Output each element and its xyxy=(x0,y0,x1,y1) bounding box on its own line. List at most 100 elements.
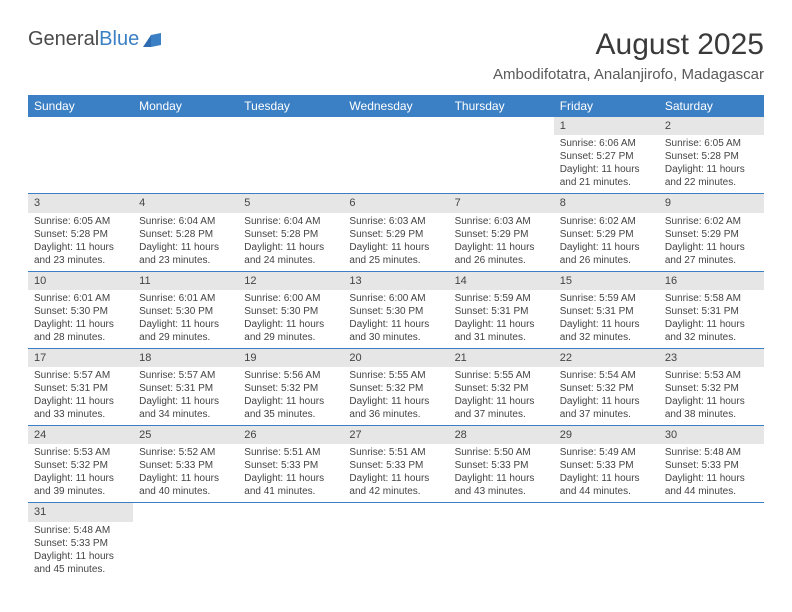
calendar-day-cell: 3Sunrise: 6:05 AMSunset: 5:28 PMDaylight… xyxy=(28,194,133,271)
day-body: Sunrise: 5:58 AMSunset: 5:31 PMDaylight:… xyxy=(659,290,764,348)
day-body: Sunrise: 6:03 AMSunset: 5:29 PMDaylight:… xyxy=(449,213,554,271)
calendar-day-cell: 4Sunrise: 6:04 AMSunset: 5:28 PMDaylight… xyxy=(133,194,238,271)
weekday-header: Monday xyxy=(133,95,238,117)
day-number: 16 xyxy=(659,272,764,290)
daylight-text: Daylight: 11 hours and 32 minutes. xyxy=(560,318,653,344)
calendar-day-cell: 12Sunrise: 6:00 AMSunset: 5:30 PMDayligh… xyxy=(238,271,343,348)
calendar-day-cell xyxy=(133,503,238,580)
day-body: Sunrise: 5:53 AMSunset: 5:32 PMDaylight:… xyxy=(659,367,764,425)
daylight-text: Daylight: 11 hours and 25 minutes. xyxy=(349,241,442,267)
day-body: Sunrise: 5:55 AMSunset: 5:32 PMDaylight:… xyxy=(343,367,448,425)
day-body: Sunrise: 5:52 AMSunset: 5:33 PMDaylight:… xyxy=(133,444,238,502)
day-number: 13 xyxy=(343,272,448,290)
calendar-day-cell: 9Sunrise: 6:02 AMSunset: 5:29 PMDaylight… xyxy=(659,194,764,271)
sunset-text: Sunset: 5:33 PM xyxy=(34,537,127,550)
calendar-week-row: 1Sunrise: 6:06 AMSunset: 5:27 PMDaylight… xyxy=(28,117,764,194)
calendar-day-cell: 30Sunrise: 5:48 AMSunset: 5:33 PMDayligh… xyxy=(659,426,764,503)
daylight-text: Daylight: 11 hours and 44 minutes. xyxy=(665,472,758,498)
calendar-day-cell: 27Sunrise: 5:51 AMSunset: 5:33 PMDayligh… xyxy=(343,426,448,503)
day-body xyxy=(238,507,343,559)
sunrise-text: Sunrise: 6:01 AM xyxy=(34,292,127,305)
day-body: Sunrise: 5:59 AMSunset: 5:31 PMDaylight:… xyxy=(554,290,659,348)
day-body: Sunrise: 5:57 AMSunset: 5:31 PMDaylight:… xyxy=(28,367,133,425)
sunrise-text: Sunrise: 5:53 AM xyxy=(665,369,758,382)
day-body: Sunrise: 6:04 AMSunset: 5:28 PMDaylight:… xyxy=(133,213,238,271)
calendar-day-cell: 1Sunrise: 6:06 AMSunset: 5:27 PMDaylight… xyxy=(554,117,659,194)
sunset-text: Sunset: 5:28 PM xyxy=(244,228,337,241)
sunrise-text: Sunrise: 5:57 AM xyxy=(139,369,232,382)
sunrise-text: Sunrise: 5:55 AM xyxy=(455,369,548,382)
sunrise-text: Sunrise: 5:57 AM xyxy=(34,369,127,382)
calendar-day-cell: 31Sunrise: 5:48 AMSunset: 5:33 PMDayligh… xyxy=(28,503,133,580)
day-body: Sunrise: 5:51 AMSunset: 5:33 PMDaylight:… xyxy=(238,444,343,502)
daylight-text: Daylight: 11 hours and 28 minutes. xyxy=(34,318,127,344)
day-body: Sunrise: 5:54 AMSunset: 5:32 PMDaylight:… xyxy=(554,367,659,425)
calendar-day-cell: 15Sunrise: 5:59 AMSunset: 5:31 PMDayligh… xyxy=(554,271,659,348)
day-body: Sunrise: 5:50 AMSunset: 5:33 PMDaylight:… xyxy=(449,444,554,502)
sunrise-text: Sunrise: 5:58 AM xyxy=(665,292,758,305)
logo: GeneralBlue xyxy=(28,28,165,51)
sunset-text: Sunset: 5:28 PM xyxy=(34,228,127,241)
calendar-day-cell xyxy=(343,503,448,580)
daylight-text: Daylight: 11 hours and 23 minutes. xyxy=(139,241,232,267)
sunset-text: Sunset: 5:30 PM xyxy=(244,305,337,318)
sunset-text: Sunset: 5:31 PM xyxy=(665,305,758,318)
sunrise-text: Sunrise: 5:50 AM xyxy=(455,446,548,459)
day-number: 14 xyxy=(449,272,554,290)
calendar-body: 1Sunrise: 6:06 AMSunset: 5:27 PMDaylight… xyxy=(28,117,764,580)
calendar-day-cell: 18Sunrise: 5:57 AMSunset: 5:31 PMDayligh… xyxy=(133,348,238,425)
month-title: August 2025 xyxy=(493,28,764,62)
day-number: 21 xyxy=(449,349,554,367)
calendar-day-cell: 7Sunrise: 6:03 AMSunset: 5:29 PMDaylight… xyxy=(449,194,554,271)
sunset-text: Sunset: 5:32 PM xyxy=(34,459,127,472)
day-number: 12 xyxy=(238,272,343,290)
calendar-day-cell xyxy=(554,503,659,580)
daylight-text: Daylight: 11 hours and 45 minutes. xyxy=(34,550,127,576)
day-body xyxy=(343,507,448,559)
daylight-text: Daylight: 11 hours and 39 minutes. xyxy=(34,472,127,498)
day-body xyxy=(133,507,238,559)
logo-text: GeneralBlue xyxy=(28,28,139,51)
calendar-day-cell xyxy=(449,503,554,580)
day-body: Sunrise: 6:00 AMSunset: 5:30 PMDaylight:… xyxy=(238,290,343,348)
sunset-text: Sunset: 5:32 PM xyxy=(560,382,653,395)
sunset-text: Sunset: 5:29 PM xyxy=(560,228,653,241)
day-body xyxy=(133,121,238,173)
weekday-header: Saturday xyxy=(659,95,764,117)
sunset-text: Sunset: 5:29 PM xyxy=(665,228,758,241)
day-number: 8 xyxy=(554,194,659,212)
sunset-text: Sunset: 5:30 PM xyxy=(349,305,442,318)
sunrise-text: Sunrise: 5:59 AM xyxy=(455,292,548,305)
weekday-header: Friday xyxy=(554,95,659,117)
sunrise-text: Sunrise: 5:54 AM xyxy=(560,369,653,382)
day-number: 2 xyxy=(659,117,764,135)
daylight-text: Daylight: 11 hours and 27 minutes. xyxy=(665,241,758,267)
calendar-day-cell xyxy=(343,117,448,194)
day-body: Sunrise: 5:51 AMSunset: 5:33 PMDaylight:… xyxy=(343,444,448,502)
calendar-day-cell: 21Sunrise: 5:55 AMSunset: 5:32 PMDayligh… xyxy=(449,348,554,425)
sunset-text: Sunset: 5:32 PM xyxy=(349,382,442,395)
sunset-text: Sunset: 5:31 PM xyxy=(455,305,548,318)
weekday-header: Wednesday xyxy=(343,95,448,117)
sunset-text: Sunset: 5:33 PM xyxy=(560,459,653,472)
daylight-text: Daylight: 11 hours and 43 minutes. xyxy=(455,472,548,498)
day-body xyxy=(554,507,659,559)
daylight-text: Daylight: 11 hours and 33 minutes. xyxy=(34,395,127,421)
day-number: 7 xyxy=(449,194,554,212)
daylight-text: Daylight: 11 hours and 29 minutes. xyxy=(244,318,337,344)
day-number: 10 xyxy=(28,272,133,290)
day-number: 27 xyxy=(343,426,448,444)
day-body xyxy=(238,121,343,173)
day-body: Sunrise: 5:57 AMSunset: 5:31 PMDaylight:… xyxy=(133,367,238,425)
sunrise-text: Sunrise: 5:56 AM xyxy=(244,369,337,382)
day-body: Sunrise: 5:49 AMSunset: 5:33 PMDaylight:… xyxy=(554,444,659,502)
calendar-day-cell: 24Sunrise: 5:53 AMSunset: 5:32 PMDayligh… xyxy=(28,426,133,503)
sunrise-text: Sunrise: 5:53 AM xyxy=(34,446,127,459)
calendar-day-cell xyxy=(449,117,554,194)
sunset-text: Sunset: 5:31 PM xyxy=(560,305,653,318)
sunrise-text: Sunrise: 5:49 AM xyxy=(560,446,653,459)
calendar-day-cell: 26Sunrise: 5:51 AMSunset: 5:33 PMDayligh… xyxy=(238,426,343,503)
sunset-text: Sunset: 5:32 PM xyxy=(455,382,548,395)
daylight-text: Daylight: 11 hours and 40 minutes. xyxy=(139,472,232,498)
sunrise-text: Sunrise: 5:55 AM xyxy=(349,369,442,382)
